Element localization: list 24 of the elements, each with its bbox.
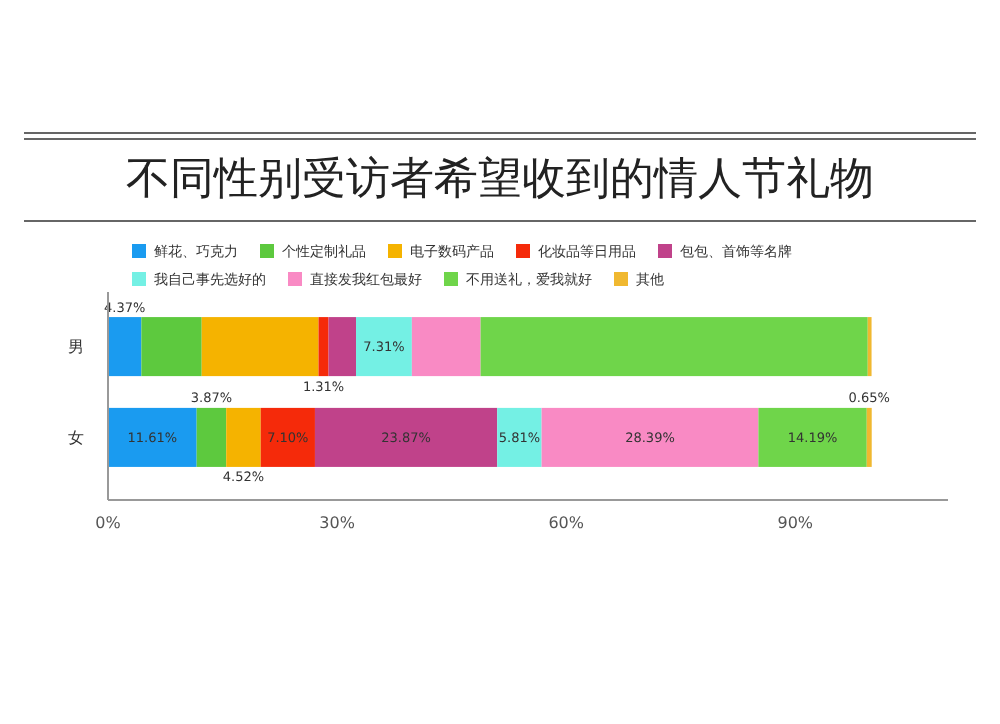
x-tick-label: 60%	[548, 514, 585, 532]
bar	[108, 317, 142, 377]
bar	[480, 317, 868, 377]
bar	[141, 317, 202, 377]
bar	[497, 407, 542, 467]
bar	[758, 407, 867, 467]
bar	[411, 317, 481, 377]
x-tick-label: 0%	[95, 514, 122, 532]
chart-title: 不同性别受访者希望收到的情人节礼物	[126, 155, 874, 206]
bar	[314, 407, 498, 467]
bar	[356, 317, 412, 377]
y-tick-label: 男	[68, 338, 84, 357]
bar	[226, 407, 261, 467]
bar	[196, 407, 227, 467]
bar	[108, 407, 197, 467]
bar	[260, 407, 315, 467]
bar	[541, 407, 759, 467]
bar	[318, 317, 329, 377]
bar	[866, 407, 872, 467]
x-tick-label: 30%	[319, 514, 356, 532]
x-tick-label: 90%	[777, 514, 814, 532]
bar	[201, 317, 319, 377]
bar	[328, 317, 357, 377]
y-tick-label: 女	[68, 429, 84, 448]
